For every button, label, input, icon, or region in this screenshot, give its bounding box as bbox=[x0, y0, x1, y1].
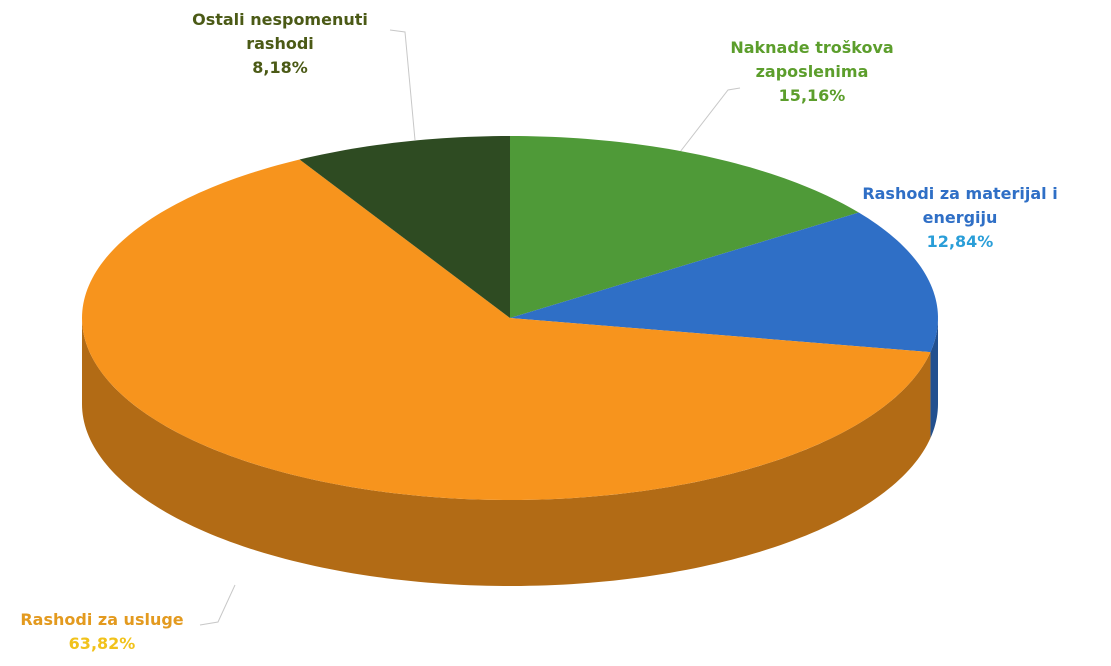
value-label: 63,82% bbox=[68, 634, 136, 653]
category-label: Rashodi za materijal i energiju bbox=[862, 184, 1058, 227]
category-label: Naknade troškova zaposlenima bbox=[730, 38, 894, 81]
pie-slice-side bbox=[82, 318, 931, 586]
slice-label: Rashodi za usluge 63,82% bbox=[2, 608, 202, 656]
value-label: 12,84% bbox=[926, 232, 994, 251]
pie-slice bbox=[510, 136, 859, 318]
category-label: Rashodi za usluge bbox=[20, 610, 184, 629]
leader-line bbox=[679, 87, 741, 153]
value-label: 8,18% bbox=[252, 58, 308, 77]
slice-label: Naknade troškova zaposlenima 15,16% bbox=[697, 36, 927, 108]
pie-slice-side bbox=[930, 318, 938, 439]
leader-lines bbox=[199, 29, 741, 626]
slice-label: Ostali nespomenuti rashodi 8,18% bbox=[170, 8, 390, 80]
pie-slice bbox=[510, 212, 938, 353]
category-label: Ostali nespomenuti rashodi bbox=[192, 10, 368, 53]
leader-line bbox=[389, 29, 416, 141]
pie-slice bbox=[299, 136, 510, 318]
pie-slice bbox=[82, 159, 931, 500]
leader-line bbox=[199, 584, 236, 626]
slice-label: Rashodi za materijal i energiju 12,84% bbox=[835, 182, 1085, 254]
value-label: 15,16% bbox=[778, 86, 846, 105]
pie-tops bbox=[82, 136, 938, 500]
pie-sides bbox=[82, 318, 938, 586]
